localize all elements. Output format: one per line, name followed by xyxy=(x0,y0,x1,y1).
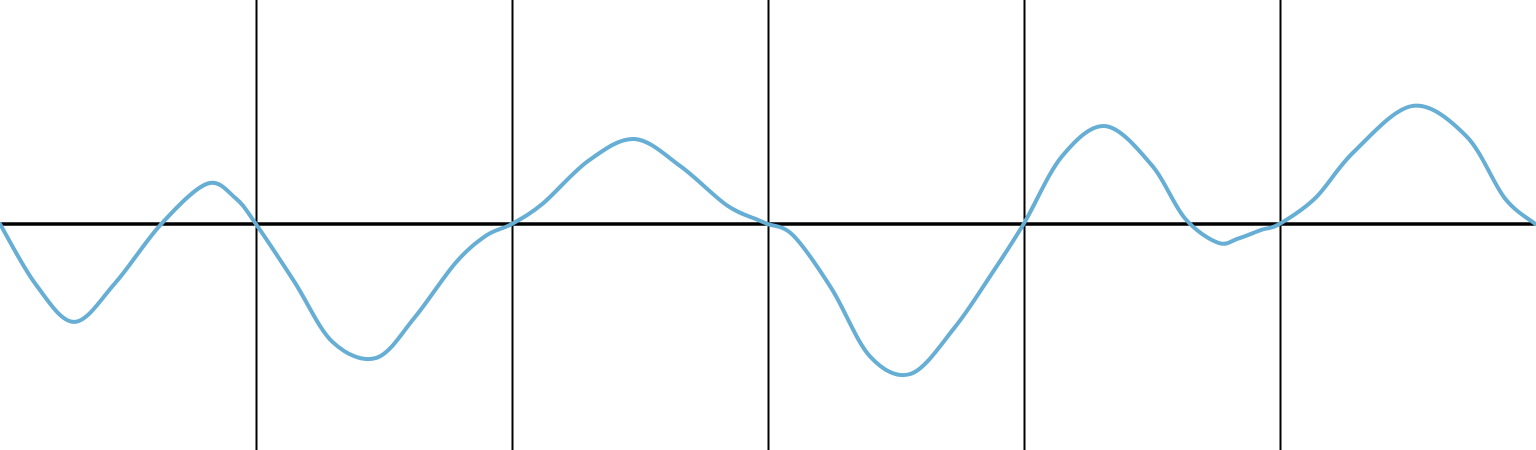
series xyxy=(0,103,1536,378)
series-line-1 xyxy=(0,103,1536,378)
